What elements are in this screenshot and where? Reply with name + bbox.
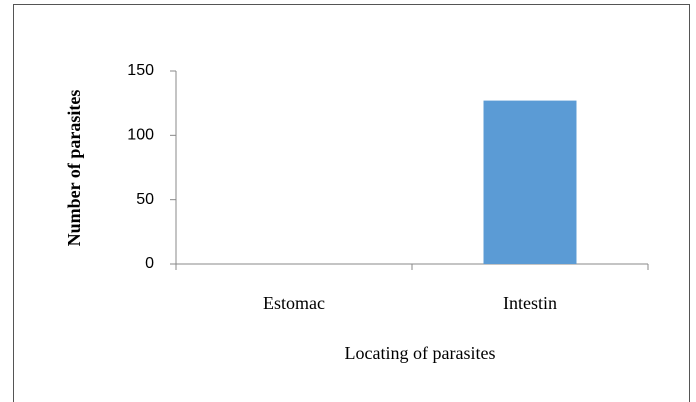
y-axis-label: Number of parasites xyxy=(64,90,84,247)
bar xyxy=(483,100,577,265)
y-tick-label: 100 xyxy=(127,127,154,144)
x-tick-label: Estomac xyxy=(263,293,325,313)
y-tick-label: 50 xyxy=(136,191,154,208)
y-tick-label: 150 xyxy=(127,62,154,79)
y-tick-label: 0 xyxy=(145,255,154,272)
chart-frame xyxy=(13,4,690,402)
x-axis-label: Locating of parasites xyxy=(345,343,496,363)
x-tick-label: Intestin xyxy=(503,293,557,313)
